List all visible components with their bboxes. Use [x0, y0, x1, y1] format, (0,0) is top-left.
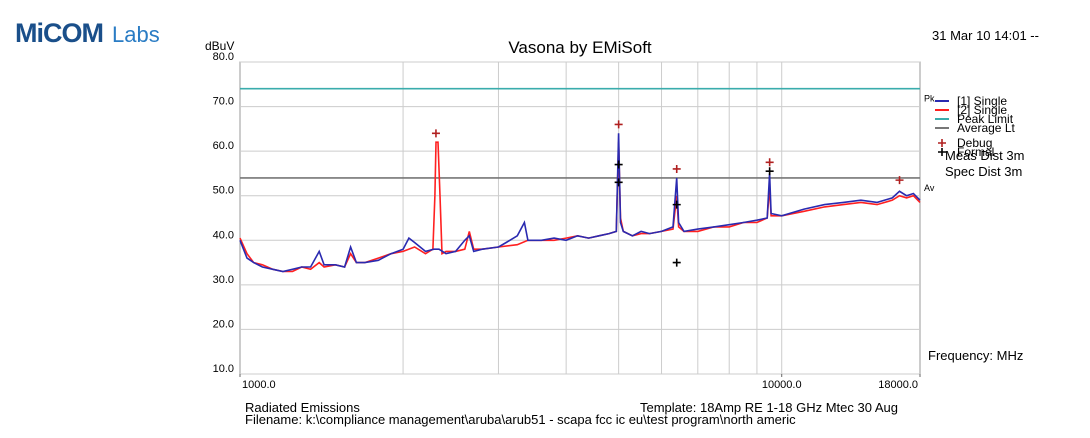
spec-dist: Spec Dist 3m [945, 164, 1022, 179]
legend-label: Formal [957, 145, 994, 159]
y-tick-label: 20.0 [213, 318, 234, 330]
legend-label: [1] Single [957, 94, 1007, 108]
legend-label: Peak Limit [957, 112, 1014, 126]
logo-sub: Labs [112, 22, 160, 47]
x-tick-label: 18000.0 [878, 379, 918, 391]
marker [431, 129, 440, 138]
legend-swatch [938, 139, 946, 147]
marker [614, 120, 623, 129]
y-tick-label: 50.0 [213, 185, 234, 197]
marker [765, 167, 774, 176]
x-tick-label: 1000.0 [242, 379, 276, 391]
marker [765, 158, 774, 167]
timestamp: 31 Mar 10 14:01 -- [932, 28, 1039, 43]
y-tick-label: 60.0 [213, 140, 234, 152]
limit-tag: Av [924, 183, 935, 193]
legend-swatch [938, 148, 946, 156]
marker [672, 258, 681, 267]
marker [614, 178, 623, 187]
x-axis-label: Frequency: MHz [928, 348, 1023, 363]
marker [672, 164, 681, 173]
footer-template: Template: 18Amp RE 1-18 GHz Mtec 30 Aug [640, 400, 898, 415]
plot-area [239, 61, 921, 375]
legend-label: Debug [957, 136, 992, 150]
marker [614, 160, 623, 169]
marker [895, 176, 904, 185]
footer-left: Radiated Emissions [245, 400, 360, 415]
legend-label: Average Lt [957, 121, 1015, 135]
y-tick-label: 70.0 [213, 96, 234, 108]
footer-filename: Filename: k:\compliance management\aruba… [245, 412, 796, 427]
limit-tag: Pk [924, 94, 935, 104]
x-tick-label: 10000.0 [762, 379, 802, 391]
y-tick-label: 40.0 [213, 229, 234, 241]
marker [672, 200, 681, 209]
meas-dist: Meas Dist 3m [945, 148, 1024, 163]
chart-title: Vasona by EMiSoft [508, 38, 652, 57]
y-axis-label: dBuV [205, 39, 234, 53]
legend-label: [2] Single [957, 103, 1007, 117]
y-tick-label: 30.0 [213, 274, 234, 286]
y-tick-label: 10.0 [213, 363, 234, 375]
y-tick-label: 80.0 [213, 51, 234, 63]
logo-main: MiCOM [15, 18, 103, 48]
